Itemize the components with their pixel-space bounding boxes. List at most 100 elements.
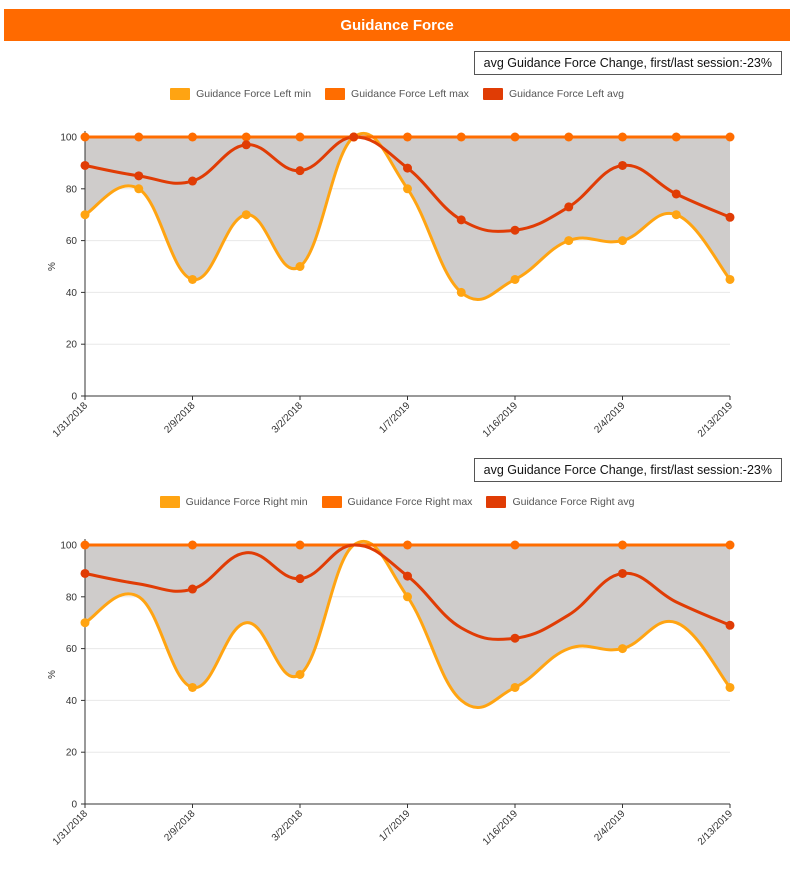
left-avg-point[interactable] [241,140,251,150]
right-max-point[interactable] [403,540,412,550]
right-y-axis-title: % [47,670,58,679]
left-max-point[interactable] [241,132,251,142]
left-avg-point[interactable] [456,215,466,225]
left-min-point[interactable] [403,184,412,194]
legend-label-right-max: Guidance Force Right max [347,496,473,508]
right-xtick-label: 3/2/2018 [270,808,306,844]
left-max-point[interactable] [510,132,520,142]
right-avg-point[interactable] [80,568,90,578]
right-avg-point[interactable] [188,584,197,594]
left-min-point[interactable] [188,274,197,284]
right-ytick-label: 80 [66,592,78,603]
left-avg-point[interactable] [403,163,412,173]
page-header: Guidance Force [4,9,790,41]
right-min-point[interactable] [295,670,305,679]
legend-swatch-left-avg [482,88,503,100]
left-min-point[interactable] [618,236,627,246]
legend-swatch-right-min [159,496,180,508]
left-max-point[interactable] [725,132,735,142]
right-min-point[interactable] [80,618,90,628]
left-ytick-label: 0 [71,392,77,403]
right-avg-point[interactable] [295,574,305,584]
left-avg-point[interactable] [564,202,574,212]
left-ytick-label: 100 [60,133,77,144]
right-ytick-label: 100 [60,541,77,552]
right-change-summary: avg Guidance Force Change, first/last se… [473,458,782,482]
legend-label-left-max: Guidance Force Left max [351,88,469,100]
left-guidance-force-chart: 0 20 40 60 80 100% 1/31/2018 2/9/2018 3/2/2018 1/… [47,131,735,440]
left-max-point[interactable] [188,132,197,142]
left-ytick-label: 80 [66,184,78,195]
right-avg-point[interactable] [725,620,735,630]
left-min-point[interactable] [134,184,144,194]
left-min-point[interactable] [725,274,735,284]
right-max-point[interactable] [618,540,627,550]
right-xtick-label: 1/16/2019 [481,808,521,848]
right-change-label: avg Guidance Force Change, first/last se… [483,463,772,477]
left-avg-point[interactable] [510,225,520,235]
left-min-point[interactable] [510,274,520,284]
legend-label-right-avg: Guidance Force Right avg [512,496,635,508]
right-min-max-band [85,541,730,708]
left-ytick-label: 40 [66,288,78,299]
right-avg-point[interactable] [618,568,627,578]
legend-item-left-max[interactable]: Guidance Force Left max [325,88,469,100]
left-min-point[interactable] [564,236,574,246]
right-min-point[interactable] [618,644,627,654]
legend-item-right-max[interactable]: Guidance Force Right max [321,496,473,508]
right-min-point[interactable] [725,682,735,692]
right-max-point[interactable] [725,540,735,550]
left-xtick-label: 2/9/2018 [162,400,198,436]
left-max-point[interactable] [671,132,681,142]
right-min-point[interactable] [510,682,520,692]
page-title: Guidance Force [340,16,454,34]
legend-item-left-min[interactable]: Guidance Force Left min [170,88,311,100]
right-xtick-label: 1/7/2019 [377,808,413,844]
right-max-point[interactable] [510,540,520,550]
right-max-point[interactable] [80,540,90,550]
left-min-point[interactable] [80,210,90,220]
left-max-point[interactable] [80,132,90,142]
left-change-summary: avg Guidance Force Change, first/last se… [473,51,782,75]
left-avg-point[interactable] [725,212,735,222]
legend-swatch-left-max [325,88,346,100]
left-max-point[interactable] [564,132,574,142]
left-min-point[interactable] [671,210,681,220]
right-avg-point[interactable] [510,633,520,643]
left-change-label: avg Guidance Force Change, first/last se… [483,56,772,70]
left-min-point[interactable] [241,210,251,220]
left-y-axis-title: % [47,262,58,271]
left-xtick-label: 1/16/2019 [481,400,521,440]
left-max-point[interactable] [456,132,466,142]
right-max-point[interactable] [188,540,197,550]
left-avg-point[interactable] [349,132,359,142]
left-max-point[interactable] [403,132,412,142]
right-avg-point[interactable] [403,571,412,581]
left-avg-point[interactable] [671,189,681,199]
right-xtick-label: 2/4/2019 [592,808,628,844]
right-ytick-label: 0 [71,800,77,811]
legend-label-right-min: Guidance Force Right min [185,496,308,508]
left-avg-point[interactable] [618,160,627,170]
left-avg-point[interactable] [188,176,197,186]
left-max-point[interactable] [134,132,144,142]
left-min-point[interactable] [456,287,466,297]
legend-swatch-left-min [170,88,191,100]
left-max-point[interactable] [295,132,305,142]
legend-item-right-avg[interactable]: Guidance Force Right avg [486,496,634,508]
left-max-point[interactable] [618,132,627,142]
left-avg-point[interactable] [295,166,305,176]
right-max-point[interactable] [295,540,305,550]
legend-item-left-avg[interactable]: Guidance Force Left avg [482,88,624,100]
left-xtick-label: 1/31/2018 [51,400,91,440]
left-min-max-band [85,133,730,300]
left-min-point[interactable] [295,262,305,271]
legend-swatch-right-max [321,496,342,508]
left-ytick-label: 60 [66,236,78,247]
legend-item-right-min[interactable]: Guidance Force Right min [159,496,308,508]
left-avg-point[interactable] [134,171,144,181]
right-min-point[interactable] [188,682,197,692]
right-min-point[interactable] [403,592,412,602]
legend-swatch-right-avg [486,496,507,508]
left-avg-point[interactable] [80,160,90,170]
